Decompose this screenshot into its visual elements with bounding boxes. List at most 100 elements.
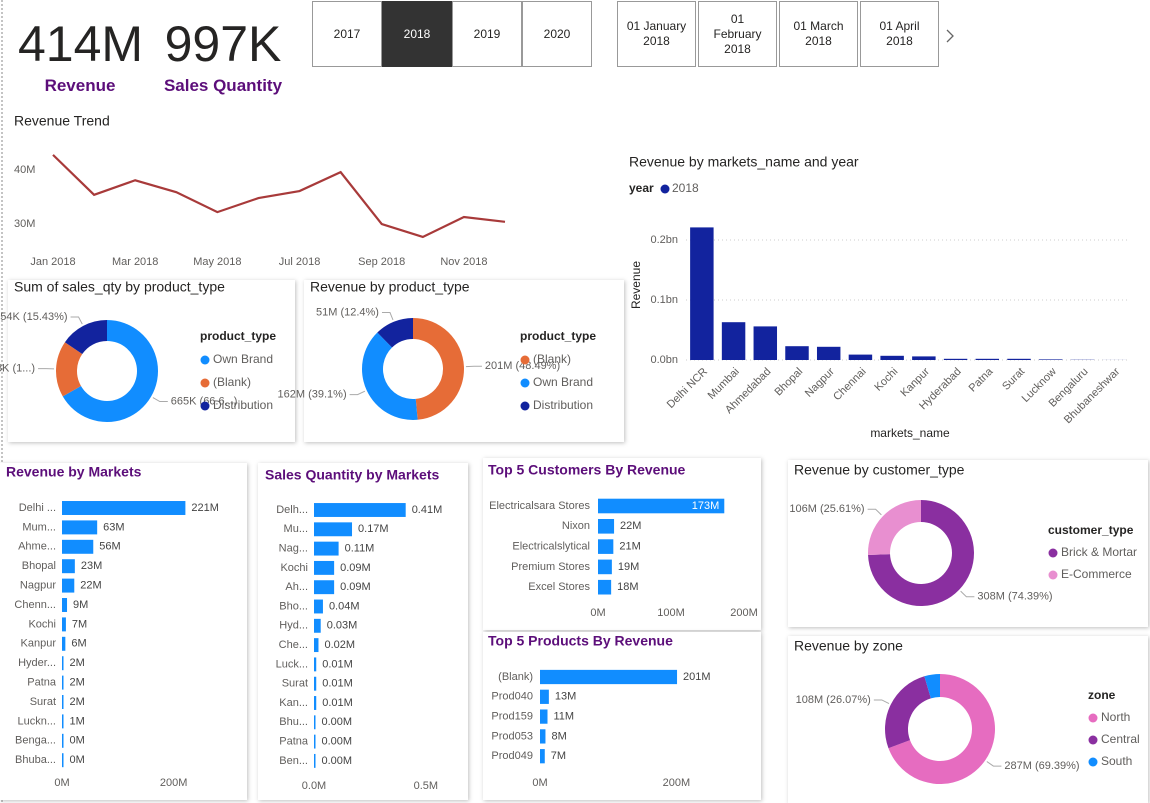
y-tick-label: 40M xyxy=(14,164,35,176)
y-tick-label: Hyd... xyxy=(279,620,308,632)
bar xyxy=(314,715,316,730)
data-label: 106M (25.61%) xyxy=(789,503,864,515)
y-tick-label: Patna xyxy=(279,736,309,748)
donut-slice xyxy=(868,500,974,606)
bar xyxy=(62,753,64,768)
y-tick-label: Bhopal xyxy=(22,560,56,572)
slicer-button[interactable]: 2020 xyxy=(522,1,592,67)
data-label: 7M xyxy=(72,618,87,630)
bar xyxy=(753,326,778,360)
y-tick-label: Kanpur xyxy=(21,638,57,650)
legend-marker xyxy=(520,378,530,388)
bar xyxy=(62,675,64,690)
y-tick-label: Patna xyxy=(27,677,57,689)
slicer-button[interactable]: 01 January 2018 xyxy=(617,1,696,67)
legend-label: E-Commerce xyxy=(1061,567,1132,581)
data-label: 23M xyxy=(81,560,102,572)
kpi-card: 997K Sales Quantity xyxy=(161,12,285,96)
visual-card xyxy=(0,463,247,800)
donut-slice xyxy=(884,676,931,749)
bar xyxy=(314,522,353,537)
legend-marker xyxy=(1088,735,1098,745)
slicer-button[interactable]: 01 March 2018 xyxy=(779,1,858,67)
data-label: 308M (74.39%) xyxy=(977,591,1052,603)
donut-slice xyxy=(413,318,465,420)
data-label: 0M xyxy=(70,735,85,747)
kpi-label: Revenue xyxy=(44,76,116,95)
legend-title: product_type xyxy=(200,329,276,343)
legend-marker xyxy=(1088,713,1098,723)
bar xyxy=(848,354,873,360)
visual-card xyxy=(483,632,761,800)
legend-label: 2018 xyxy=(672,181,699,195)
kpi-value: 414M xyxy=(18,16,144,72)
legend-label: (Blank) xyxy=(213,375,251,389)
bar xyxy=(62,598,68,612)
legend-title: year xyxy=(629,181,654,195)
data-label: 0.01M xyxy=(322,697,353,709)
legend-marker xyxy=(200,401,210,411)
bar xyxy=(62,559,75,574)
x-tick-label: 200M xyxy=(663,777,691,789)
slicer-button[interactable]: 2018 xyxy=(382,1,452,67)
bar xyxy=(314,560,335,575)
data-label: 0.04M xyxy=(329,600,360,612)
data-label: 154K (15.43%) xyxy=(0,311,68,323)
bar xyxy=(816,346,841,360)
slicer-button[interactable]: 01 April 2018 xyxy=(860,1,939,67)
y-tick-label: 30M xyxy=(14,218,35,230)
bar xyxy=(880,355,904,360)
next-arrow[interactable] xyxy=(946,29,954,43)
data-label: 108M (26.07%) xyxy=(796,694,871,706)
legend-marker xyxy=(520,355,530,365)
data-label: 19M xyxy=(618,561,639,573)
slicer-button[interactable]: 01 February 2018 xyxy=(698,1,777,67)
data-label: 178K (1...) xyxy=(0,363,35,375)
data-label: 1M xyxy=(70,715,85,727)
data-label: 221M xyxy=(191,502,219,514)
x-tick-label: 100M xyxy=(657,607,685,619)
data-label: 21M xyxy=(619,541,640,553)
bar xyxy=(314,599,323,614)
bar xyxy=(314,618,321,633)
x-tick-label: Bhopal xyxy=(772,366,805,399)
y-tick-label: Nag... xyxy=(279,543,308,555)
data-label: 0.09M xyxy=(340,581,371,593)
x-tick-label: Mar 2018 xyxy=(112,256,158,268)
data-label: 0M xyxy=(70,754,85,766)
slicer-button[interactable]: 2019 xyxy=(452,1,522,67)
y-tick-label: Hyder... xyxy=(18,657,56,669)
trend-line xyxy=(52,154,506,239)
x-tick-label: May 2018 xyxy=(193,256,241,268)
legend-label: South xyxy=(1101,754,1132,768)
x-tick-label: 0M xyxy=(590,607,605,619)
data-label: 287M (69.39%) xyxy=(1004,760,1079,772)
data-label: 0.17M xyxy=(358,523,389,535)
bar xyxy=(314,753,316,768)
bar xyxy=(690,227,714,360)
bar xyxy=(943,358,968,360)
y-tick-label: 0.0bn xyxy=(650,354,678,366)
data-label: 22M xyxy=(620,520,641,532)
data-label: 13M xyxy=(555,691,576,703)
leader-line xyxy=(986,761,1002,767)
legend-marker xyxy=(1088,757,1098,767)
bar xyxy=(598,579,612,595)
slicer-button[interactable]: 2017 xyxy=(312,1,382,67)
y-tick-label: Che... xyxy=(279,639,308,651)
y-tick-label: Nagpur xyxy=(20,580,56,592)
chart-title: Revenue by product_type xyxy=(310,279,470,295)
bar xyxy=(540,709,548,724)
bar xyxy=(540,669,678,685)
y-tick-label: 0.1bn xyxy=(650,294,678,306)
leader-line xyxy=(152,397,168,403)
bar xyxy=(314,541,339,556)
leader-line xyxy=(349,390,366,396)
bar xyxy=(62,695,64,709)
data-label: 11M xyxy=(554,711,575,723)
bar xyxy=(540,729,546,744)
x-tick-label: Sep 2018 xyxy=(358,256,405,268)
legend-marker xyxy=(1048,570,1058,580)
leader-line xyxy=(873,699,890,704)
